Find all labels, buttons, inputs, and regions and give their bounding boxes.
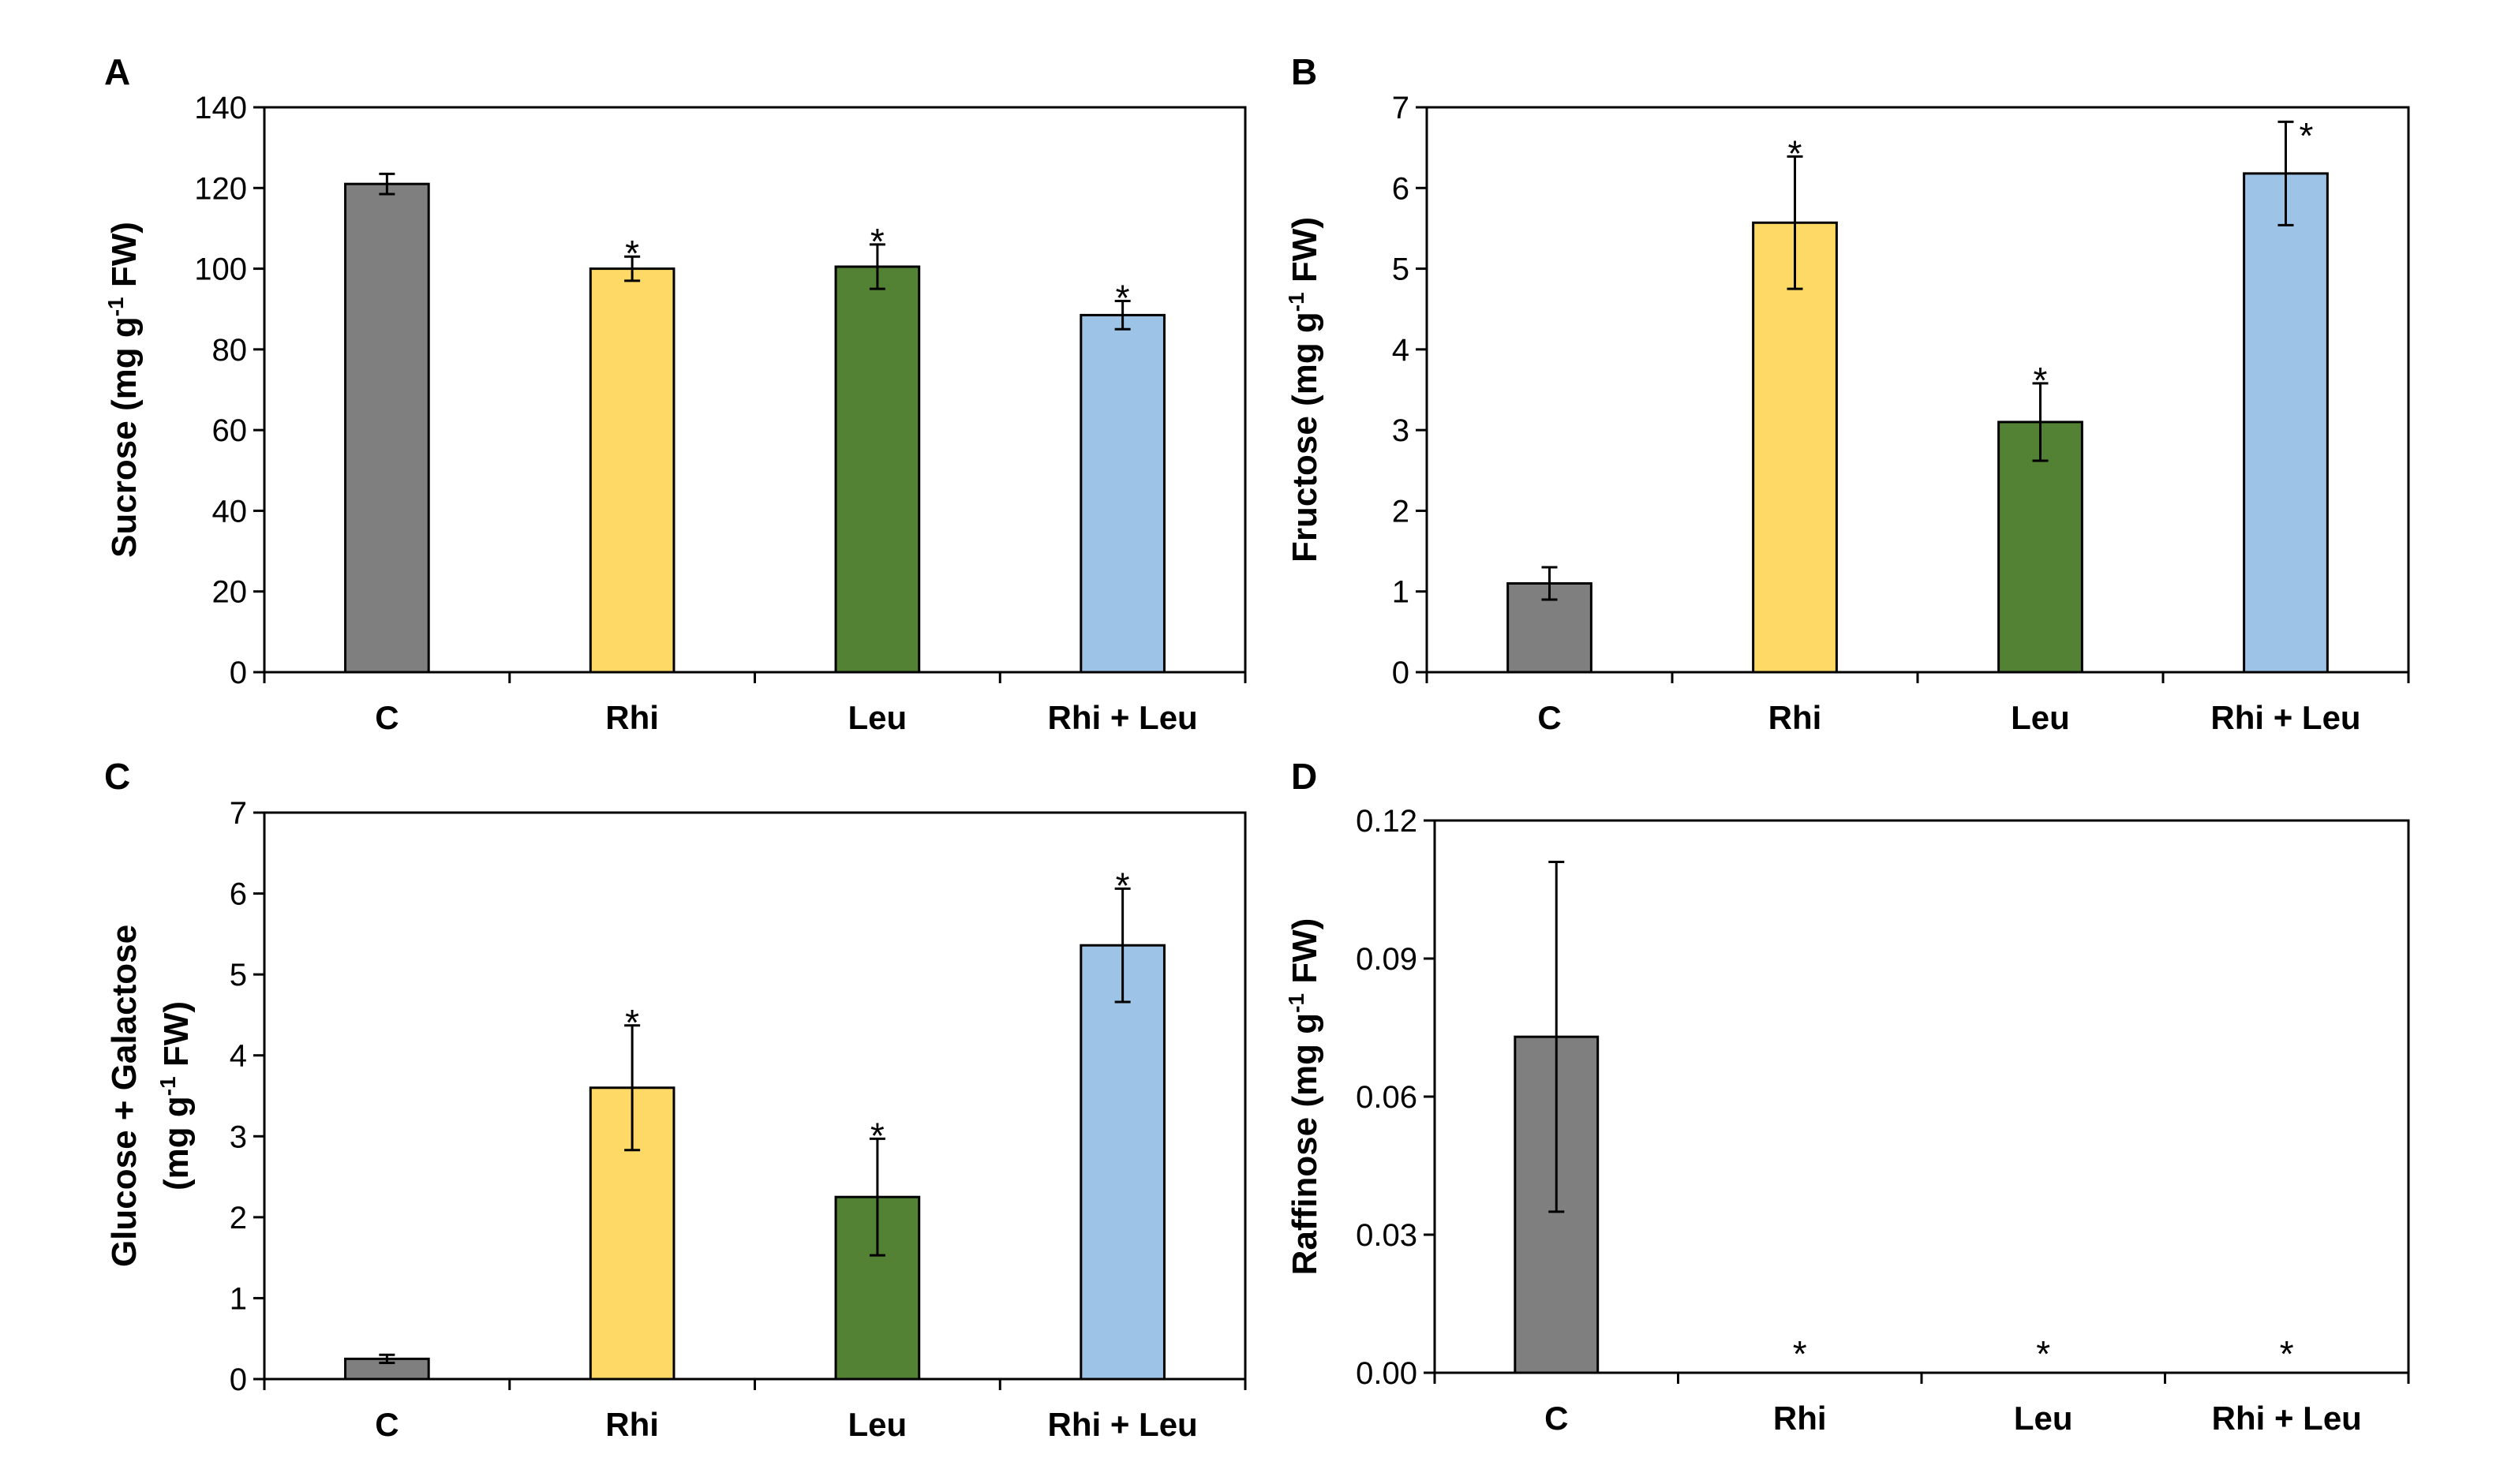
significance-marker: *	[870, 1115, 885, 1156]
x-category-label: Rhi + Leu	[1048, 699, 1198, 736]
x-category-label: C	[1544, 1400, 1568, 1437]
panel-letter: D	[1291, 756, 1317, 797]
y-tick-label: 2	[230, 1201, 247, 1235]
x-category-label: Leu	[2011, 699, 2070, 736]
x-category-label: Rhi	[605, 1406, 659, 1443]
x-category-label: Rhi	[605, 699, 659, 736]
bar	[344, 182, 430, 674]
y-tick-label: 5	[1392, 252, 1409, 287]
y-tick-label: 0.00	[1356, 1356, 1417, 1391]
y-tick-label: 0.12	[1356, 804, 1417, 839]
significance-marker: *	[1793, 1333, 1807, 1374]
panel-letter: B	[1291, 51, 1317, 92]
significance-marker: *	[2300, 115, 2314, 156]
significance-marker: *	[1116, 865, 1130, 906]
x-category-label: Rhi + Leu	[2210, 699, 2360, 736]
panel-letter: C	[104, 756, 130, 797]
x-category-label: Rhi + Leu	[2212, 1400, 2362, 1437]
panel-a: A 0 20 40 60 80 100 120 140 C * Rhi * Leu * Rhi + Leu Su…	[103, 51, 1247, 736]
significance-marker: *	[1788, 133, 1802, 174]
y-tick-label: 40	[212, 494, 248, 529]
y-tick-label: 5	[230, 958, 247, 992]
bar	[1080, 313, 1166, 674]
x-category-label: Rhi	[1768, 699, 1822, 736]
y-tick-label: 0	[1392, 656, 1409, 690]
x-category-label: Rhi + Leu	[1048, 1406, 1198, 1443]
significance-marker: *	[2036, 1333, 2050, 1374]
y-tick-label: 0.06	[1356, 1080, 1417, 1115]
y-tick-label: 120	[194, 171, 247, 206]
bar	[834, 265, 921, 674]
significance-marker: *	[2034, 360, 2048, 401]
y-axis-label: Fructose (mg g-1 FW)	[1284, 217, 1324, 563]
y-tick-label: 1	[230, 1281, 247, 1316]
significance-marker: *	[1116, 277, 1130, 318]
y-tick-label: 4	[230, 1039, 247, 1074]
y-tick-label: 140	[194, 91, 247, 125]
y-tick-label: 2	[1392, 494, 1409, 529]
y-tick-label: 7	[1392, 91, 1409, 125]
bar	[1997, 421, 2083, 674]
significance-marker: *	[625, 1002, 639, 1043]
x-category-label: Leu	[2014, 1400, 2073, 1437]
bar	[589, 267, 676, 674]
y-axis-label: (mg g-1 FW)	[155, 1001, 196, 1191]
y-tick-label: 6	[1392, 171, 1409, 206]
bar	[1080, 944, 1166, 1381]
panel-c: C 0 1 2 3 4 5 6 7 C * Rhi * Leu * Rhi + Leu Glucose + Ga…	[104, 756, 1247, 1443]
significance-marker: *	[870, 221, 885, 262]
y-tick-label: 3	[1392, 413, 1409, 448]
y-tick-label: 3	[230, 1120, 247, 1154]
y-tick-label: 0	[230, 1363, 247, 1397]
panel-letter: A	[104, 51, 130, 92]
y-axis-label: Sucrose (mg g-1 FW)	[103, 222, 144, 558]
y-tick-label: 80	[212, 333, 248, 368]
y-tick-label: 0	[230, 656, 247, 690]
y-tick-label: 1	[1392, 575, 1409, 610]
y-tick-label: 6	[230, 877, 247, 912]
x-category-label: Leu	[848, 1406, 908, 1443]
y-tick-label: 4	[1392, 333, 1409, 368]
y-tick-label: 0.03	[1356, 1218, 1417, 1253]
y-tick-label: 0.09	[1356, 942, 1417, 977]
significance-marker: *	[625, 233, 639, 274]
y-tick-label: 100	[194, 252, 247, 287]
significance-marker: *	[2280, 1333, 2294, 1374]
y-axis-label: Raffinose (mg g-1 FW)	[1284, 918, 1324, 1276]
y-tick-label: 60	[212, 413, 248, 448]
x-category-label: Rhi	[1773, 1400, 1827, 1437]
bar	[2243, 172, 2329, 674]
panel-d: D 0.00 0.03 0.06 0.09 0.12 C * Rhi * Leu * Rhi + Leu…	[1284, 756, 2410, 1437]
x-category-label: C	[375, 699, 399, 736]
bar	[1752, 221, 1838, 674]
x-category-label: Leu	[848, 699, 908, 736]
x-category-label: C	[375, 1406, 399, 1443]
y-tick-label: 20	[212, 575, 248, 610]
y-tick-label: 7	[230, 796, 247, 831]
panel-b: B 0 1 2 3 4 5 6 7 C * Rhi * Leu * Rhi + Leu Fructose (mg…	[1284, 51, 2410, 736]
y-axis-label: Glucose + Galactose	[105, 925, 144, 1267]
x-category-label: C	[1537, 699, 1561, 736]
